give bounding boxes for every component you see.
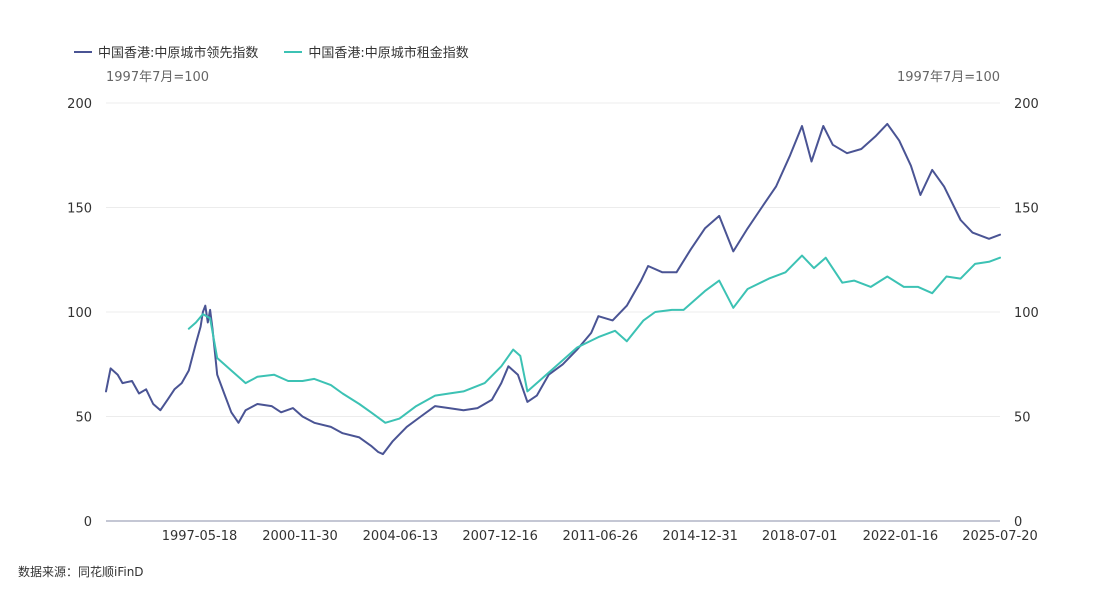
- legend-label-rent-index: 中国香港:中原城市租金指数: [308, 46, 469, 61]
- y-tick-label-left: 100: [67, 306, 92, 321]
- y-tick-label-left: 150: [67, 202, 92, 217]
- y-tick-label-left: 200: [67, 97, 92, 112]
- chart-legend: 中国香港:中原城市领先指数 中国香港:中原城市租金指数: [74, 42, 469, 61]
- x-tick-label: 2022-01-16: [863, 529, 939, 544]
- left-axis-unit: 1997年7月=100: [106, 70, 210, 85]
- y-tick-label-right: 50: [1014, 411, 1031, 426]
- x-tick-label: 2018-07-01: [762, 529, 838, 544]
- x-tick-label: 2014-12-31: [662, 529, 738, 544]
- x-tick-label: 2000-11-30: [262, 529, 338, 544]
- y-tick-label-left: 0: [84, 515, 92, 530]
- y-tick-label-right: 0: [1014, 515, 1022, 530]
- series-line-leading-index: [105, 122, 1001, 456]
- series-line-rent-index: [187, 254, 1001, 424]
- legend-swatch-rent-index: [284, 50, 303, 53]
- x-tick-label: 2025-07-20: [962, 529, 1038, 544]
- legend-swatch-leading-index: [74, 50, 92, 53]
- y-tick-label-right: 200: [1014, 97, 1039, 112]
- y-tick-label-left: 50: [75, 411, 92, 426]
- x-tick-label: 2007-12-16: [462, 529, 538, 544]
- x-tick-label: 1997-05-18: [162, 529, 238, 544]
- y-tick-label-right: 100: [1014, 306, 1039, 321]
- legend-item-leading-index[interactable]: 中国香港:中原城市领先指数: [74, 42, 258, 61]
- legend-item-rent-index[interactable]: 中国香港:中原城市租金指数: [284, 42, 469, 61]
- x-tick-label: 2004-06-13: [363, 529, 439, 544]
- data-source: 数据来源：同花顺iFinD: [18, 565, 144, 579]
- legend-label-leading-index: 中国香港:中原城市领先指数: [98, 46, 259, 61]
- x-tick-label: 2011-06-26: [563, 529, 639, 544]
- y-tick-label-right: 150: [1014, 202, 1039, 217]
- right-axis-unit: 1997年7月=100: [896, 70, 1000, 85]
